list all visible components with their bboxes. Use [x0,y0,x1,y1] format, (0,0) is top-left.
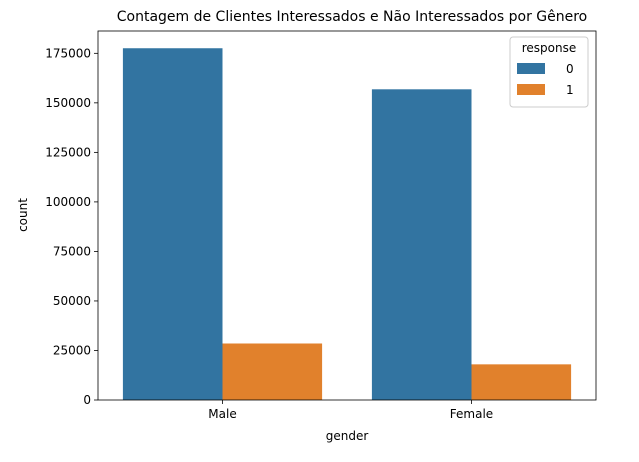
x-tick-label: Male [208,407,236,421]
chart-title: Contagem de Clientes Interessados e Não … [117,9,588,25]
legend-swatch-1 [517,84,545,95]
bar-female-response-1 [471,364,572,400]
y-tick-label: 125000 [45,145,91,159]
y-tick-label: 50000 [53,294,91,308]
legend-label-1: 1 [566,83,574,97]
bar-male-response-0 [122,48,223,400]
plot-area [122,48,572,401]
legend-title: response [522,41,577,55]
y-tick-label: 75000 [53,244,91,258]
x-tick-label: Female [450,407,493,421]
legend-label-0: 0 [566,62,574,76]
y-tick-label: 25000 [53,343,91,357]
y-axis-label: count [16,198,30,232]
x-axis: Male Female [208,400,493,421]
legend-swatch-0 [517,63,545,74]
legend: response 0 1 [509,36,589,108]
y-tick-label: 150000 [45,96,91,110]
y-tick-label: 0 [83,393,91,407]
x-axis-label: gender [326,429,369,443]
y-tick-label: 100000 [45,195,91,209]
plot-frame [97,30,597,401]
bar-male-response-1 [222,343,323,400]
y-tick-label: 175000 [45,46,91,60]
bar-female-response-0 [371,89,472,401]
y-axis: 0 25000 50000 75000 100000 125000 150000 175000 [45,46,98,407]
